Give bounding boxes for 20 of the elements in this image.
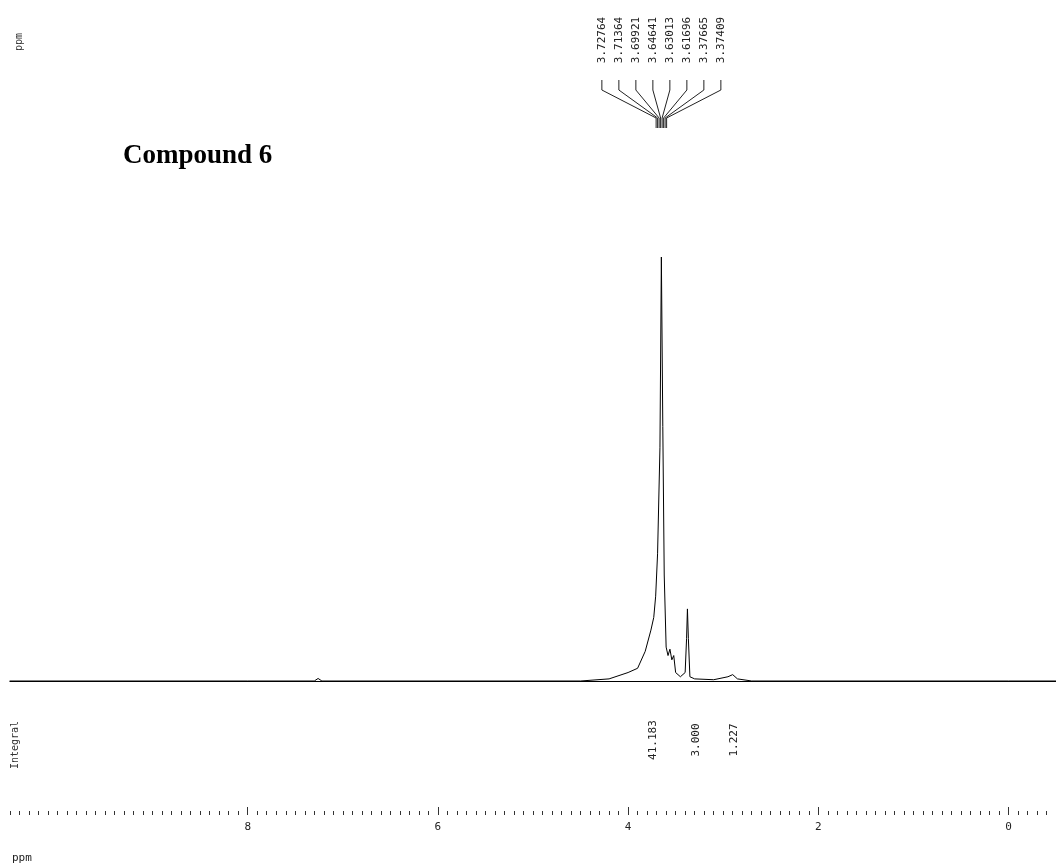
x-tick-label: 2 [814,820,822,833]
text: 3.61696 [680,16,694,64]
chart-title: Compound 6 [123,138,273,169]
text: 3.71364 [612,16,626,64]
text: 3.63013 [663,16,677,64]
x-axis-title: ppm [12,851,33,864]
x-tick-label: 0 [1005,820,1012,833]
text: 3.37665 [697,16,711,64]
text: 3.000 [688,723,702,757]
text: ppm [12,32,24,52]
text: 3.64641 [646,16,660,64]
text: Integral [8,720,20,770]
text: 3.69921 [629,16,643,64]
text: 1.227 [726,723,740,757]
text: 41.183 [645,720,659,760]
x-tick-label: 6 [434,820,442,833]
text: 3.37409 [714,16,728,64]
x-tick-label: 8 [244,820,252,833]
text: 3.72764 [595,16,609,64]
x-tick-label: 4 [624,820,632,833]
